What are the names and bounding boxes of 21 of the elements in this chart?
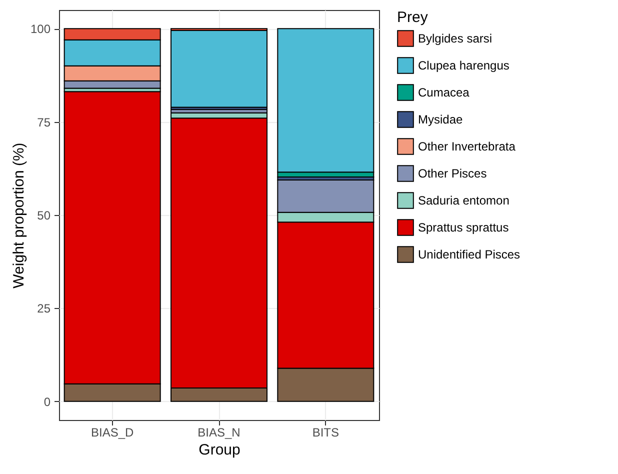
legend-label: Mysidae xyxy=(418,112,464,126)
legend-title: Prey xyxy=(397,9,428,26)
x-tick-label: BITS xyxy=(312,426,340,440)
y-axis-title: Weight proportion (%) xyxy=(10,142,28,288)
legend-label: Bylgides sarsi xyxy=(418,32,492,46)
y-tick-label: 75 xyxy=(37,115,51,130)
y-tick-label: 100 xyxy=(30,22,51,36)
y-tick-label: 25 xyxy=(37,302,51,316)
legend-label: Saduria entomon xyxy=(418,194,510,208)
legend-label: Cumacea xyxy=(418,86,470,100)
legend-label: Other Pisces xyxy=(418,166,487,180)
legend-label: Sprattus sprattus xyxy=(418,220,509,234)
x-tick-label: BIAS_N xyxy=(198,426,240,440)
legend-label: Unidentified Pisces xyxy=(418,248,520,262)
x-axis-title: Group xyxy=(198,442,240,458)
x-tick-label: BIAS_D xyxy=(90,426,134,440)
y-tick-label: 0 xyxy=(44,394,51,409)
legend-label: Clupea harengus xyxy=(418,58,510,72)
bar xyxy=(170,30,268,108)
legend-label: Other Invertebrata xyxy=(418,140,516,154)
y-tick-label: 50 xyxy=(37,208,51,222)
